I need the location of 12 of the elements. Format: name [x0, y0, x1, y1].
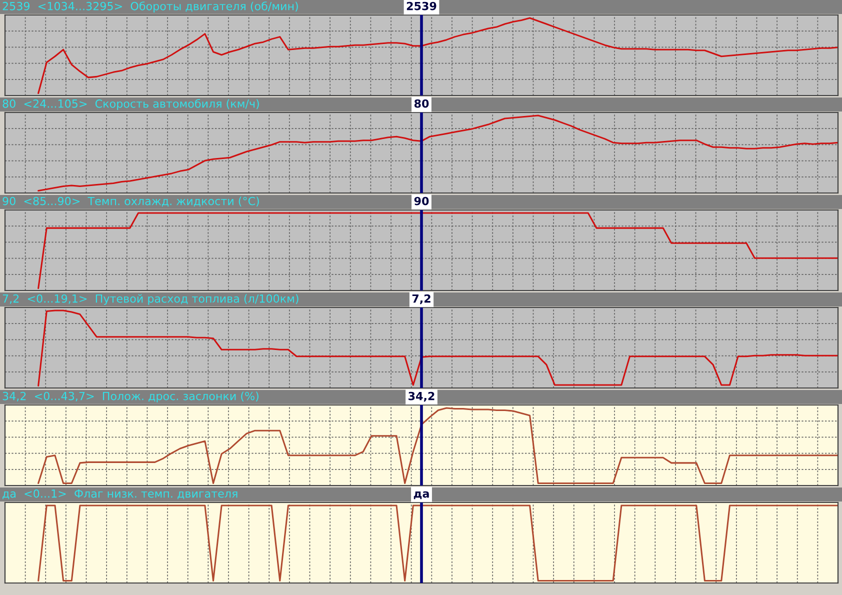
chart-title: да <0...1> Флаг низк. темп. двигателя — [2, 489, 238, 500]
text: 90 — [414, 196, 429, 206]
text: 34,2 — [408, 392, 434, 402]
chart-title: 2539 <1034...3295> Обороты двигателя (об/мин) — [2, 2, 298, 12]
text: да — [414, 491, 429, 500]
chart-title: 7,2 <0...19,1> Путевой расход топлива (л/100км) — [2, 294, 298, 305]
text: 80 — [414, 99, 429, 108]
chart-title: 34,2 <0...43,7> Полож. дрос. заслонки (%) — [2, 392, 258, 402]
text: 2539 — [406, 2, 436, 10]
chart-title: 80 <24...105> Скорость автомобиля (км/ч) — [2, 99, 259, 110]
chart-title: 90 <85...90> Темп. охлажд. жидкости (°C) — [2, 196, 259, 207]
text: 7,2 — [412, 294, 430, 304]
